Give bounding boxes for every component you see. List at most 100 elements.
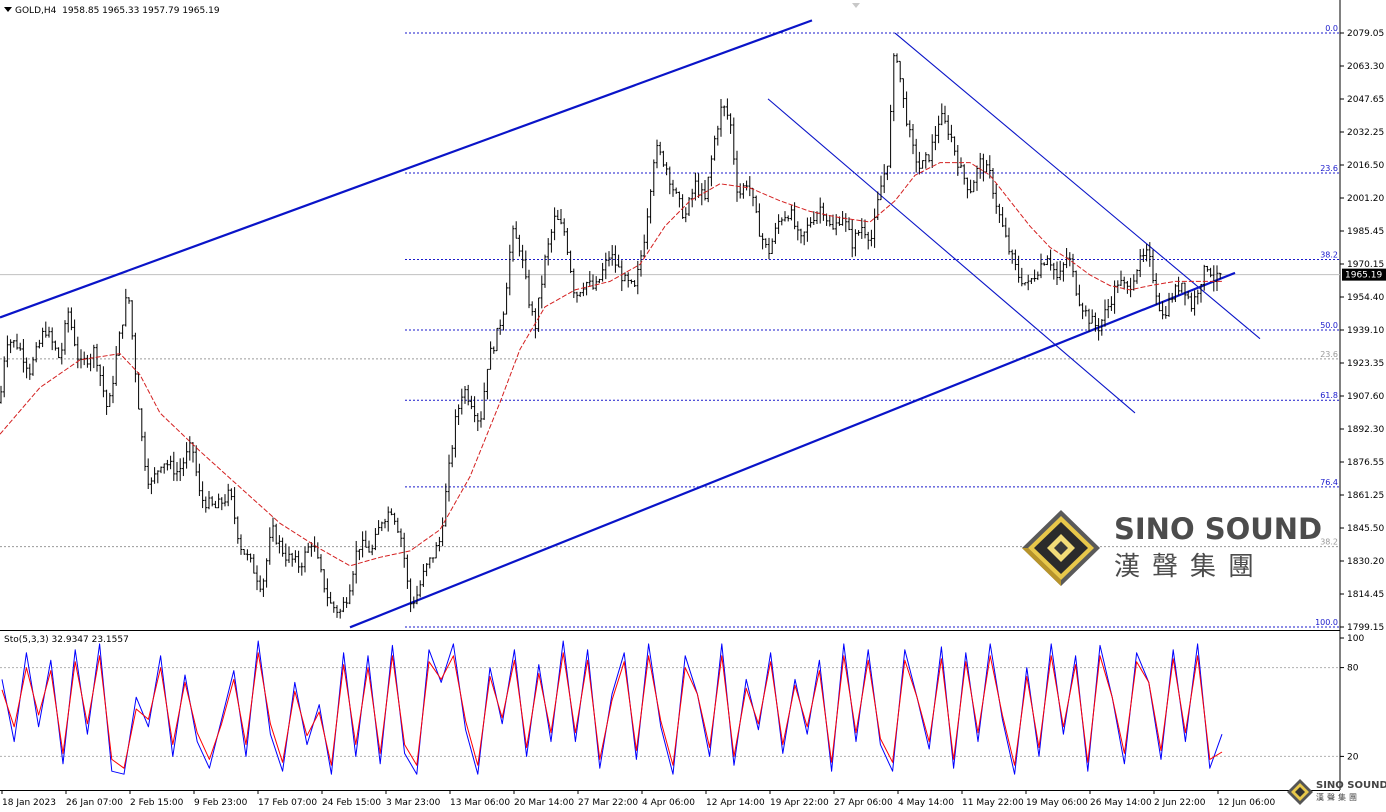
price-bar [505, 282, 508, 315]
price-bar [1017, 255, 1020, 283]
price-bar [1030, 278, 1033, 285]
price-bar [1081, 302, 1084, 320]
mini-brand-logo: SINO SOUND 漢聲集團 [1286, 778, 1386, 808]
price-bar [146, 458, 150, 490]
price-bar [614, 245, 617, 273]
price-tick-label: 1923.35 [1347, 359, 1384, 369]
price-bar [636, 260, 640, 295]
price-bar [258, 575, 262, 593]
time-tick-label: 19 May 06:00 [1026, 798, 1088, 808]
price-bar [546, 238, 550, 266]
price-bar [524, 250, 528, 280]
price-bar [463, 386, 467, 404]
price-bar [585, 281, 588, 296]
price-bar [754, 195, 758, 214]
price-bar [361, 531, 364, 558]
price-bar [806, 217, 809, 242]
price-bar [1164, 305, 1168, 319]
price-bar [1090, 309, 1094, 324]
price-bar [412, 596, 416, 609]
time-tick-label: 26 May 14:00 [1090, 798, 1152, 808]
stoch-tick-label: 80 [1347, 664, 1359, 674]
price-bar [486, 368, 489, 400]
price-bar [489, 341, 492, 370]
price-bar [694, 172, 697, 201]
price-bar [300, 562, 304, 576]
price-bar [854, 229, 857, 257]
price-tick-label: 1799.15 [1347, 623, 1384, 633]
price-bar [678, 191, 681, 208]
ohlc-readout: 1958.85 1965.33 1957.79 1965.19 [62, 6, 220, 16]
price-bar [674, 187, 678, 194]
price-bar [902, 78, 905, 108]
price-bar [358, 548, 361, 561]
price-bar [111, 375, 115, 404]
price-bar [150, 477, 153, 495]
price-bar [249, 553, 252, 563]
price-bar [892, 53, 896, 122]
price-bar [338, 608, 342, 619]
price-bar [809, 217, 812, 228]
dropdown-triangle-icon[interactable] [4, 7, 12, 12]
price-bar [950, 124, 953, 143]
time-tick-label: 20 Mar 14:00 [514, 798, 574, 808]
price-bar [870, 229, 873, 247]
price-bar [550, 229, 553, 253]
time-tick-label: 4 May 14:00 [898, 798, 954, 808]
price-bar [274, 523, 278, 545]
price-bar [1145, 244, 1148, 262]
fib-level-label: 0.0 [1325, 24, 1338, 33]
price-bar [866, 231, 870, 250]
price-bar [594, 276, 598, 291]
price-bar [182, 457, 185, 477]
fib-level-label: 50.0 [1320, 321, 1338, 330]
price-bar [319, 554, 323, 573]
price-bar [198, 463, 201, 497]
price-bar [1042, 262, 1046, 266]
price-bar [188, 436, 192, 461]
price-bar [1154, 273, 1158, 305]
price-bar [162, 463, 166, 474]
price-bar [812, 211, 816, 225]
price-bar [310, 542, 313, 557]
price-bar [73, 319, 76, 347]
price-bar [598, 278, 601, 284]
price-bar [633, 280, 636, 287]
price-bar [1174, 283, 1177, 302]
price-tick-label: 1845.50 [1347, 524, 1384, 534]
price-bar [921, 160, 924, 169]
price-bar [332, 601, 336, 613]
price-bar [9, 339, 12, 354]
price-bar [553, 207, 556, 241]
price-bar [790, 205, 793, 221]
mini-brand-name-en: SINO SOUND [1316, 780, 1386, 791]
price-bar [764, 238, 768, 248]
price-bar [943, 105, 947, 124]
price-bar [508, 244, 512, 296]
price-bar [431, 557, 435, 563]
price-bar [1158, 292, 1161, 312]
price-bar [662, 150, 665, 167]
price-bar [1126, 280, 1129, 294]
price-bar [802, 231, 806, 246]
price-bar [415, 585, 419, 605]
brand-name-zh: 漢聲集團 [1114, 552, 1267, 582]
price-bar [178, 458, 182, 482]
price-bar [758, 203, 761, 237]
time-tick-label: 13 Mar 06:00 [450, 798, 510, 808]
price-bar [617, 254, 620, 268]
price-bar [1177, 276, 1180, 296]
price-bar [22, 339, 25, 373]
price-bar [601, 262, 604, 282]
price-bar [521, 244, 524, 269]
price-bar [1132, 274, 1136, 291]
price-bar [396, 517, 400, 533]
price-bar [127, 297, 131, 304]
price-bar [1004, 217, 1008, 238]
price-bar [994, 184, 998, 214]
price-bar [822, 202, 825, 221]
price-bar [898, 60, 902, 83]
price-bar [1180, 282, 1184, 293]
price-bar [972, 180, 976, 193]
